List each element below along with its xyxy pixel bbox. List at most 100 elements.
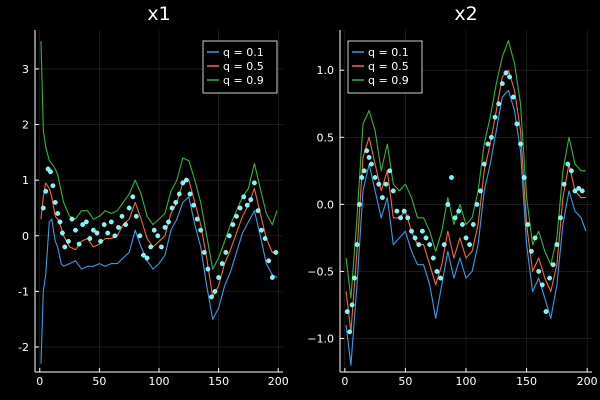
- data-point: [364, 148, 370, 154]
- data-point: [201, 249, 207, 255]
- data-point: [467, 242, 472, 248]
- data-point: [525, 222, 531, 227]
- tick-label-x: 200: [577, 375, 598, 388]
- data-point: [576, 185, 582, 191]
- series-line: [345, 40, 586, 299]
- data-point: [91, 227, 96, 233]
- data-point: [144, 255, 150, 261]
- data-point: [273, 249, 279, 255]
- data-point: [80, 222, 86, 228]
- data-point: [499, 81, 505, 87]
- legend-label: q = 0.1: [368, 46, 409, 59]
- legend-x1: q = 0.1 q = 0.5 q = 0.9: [202, 40, 278, 94]
- data-point: [492, 114, 498, 120]
- data-point: [536, 268, 542, 274]
- data-point: [387, 168, 393, 174]
- data-point: [55, 211, 61, 216]
- data-point: [412, 235, 418, 241]
- data-point: [452, 215, 458, 221]
- data-point: [354, 242, 360, 248]
- legend-x2: q = 0.1 q = 0.5 q = 0.9: [347, 40, 423, 94]
- data-point: [423, 235, 429, 241]
- data-point: [550, 262, 556, 268]
- data-point: [244, 202, 250, 208]
- data-point: [359, 175, 365, 180]
- legend-entry: q = 0.9: [207, 74, 264, 87]
- data-point: [209, 294, 214, 300]
- data-point: [481, 161, 487, 167]
- subplot-x1: x1 0 50 100 150 200 -2 -1 0 1 2 3 q = 0.1 q = 0.5 …: [18, 3, 289, 388]
- data-point: [532, 235, 538, 241]
- series-line: [345, 69, 586, 333]
- data-point: [394, 208, 400, 214]
- data-point: [405, 215, 411, 221]
- data-point: [255, 208, 261, 214]
- axes-x1: [34, 30, 283, 373]
- data-point: [57, 219, 63, 225]
- data-point: [191, 202, 197, 208]
- data-point: [73, 227, 78, 233]
- data-point: [409, 228, 414, 234]
- scatter-points-x1: [40, 166, 279, 300]
- legend-entry: q = 0.9: [352, 74, 409, 87]
- data-point: [529, 248, 534, 254]
- legend-entry: q = 0.5: [207, 60, 264, 73]
- data-point: [259, 227, 264, 233]
- data-point: [194, 216, 200, 222]
- data-point: [248, 197, 254, 203]
- data-point: [379, 195, 385, 201]
- data-point: [130, 194, 136, 200]
- data-point: [226, 233, 232, 239]
- data-point: [507, 74, 512, 80]
- data-point: [262, 236, 268, 241]
- data-point: [449, 175, 454, 180]
- data-point: [52, 199, 58, 205]
- data-point: [237, 205, 243, 211]
- tick-label-y: −0.5: [307, 265, 334, 278]
- data-point: [76, 241, 82, 247]
- data-point: [441, 242, 447, 248]
- legend-label: q = 0.5: [368, 60, 409, 73]
- data-point: [183, 177, 189, 183]
- data-point: [470, 222, 476, 227]
- tick-label-x: 150: [208, 375, 229, 388]
- legend-entry: q = 0.1: [207, 46, 264, 59]
- data-point: [398, 215, 403, 221]
- data-point: [369, 161, 374, 167]
- data-point: [488, 134, 494, 140]
- data-point: [383, 181, 389, 187]
- tick-label-x: 50: [92, 375, 106, 388]
- data-point: [151, 227, 157, 233]
- data-point: [510, 94, 516, 100]
- data-point: [251, 180, 257, 186]
- data-point: [419, 228, 425, 234]
- data-point: [356, 201, 362, 207]
- data-point: [485, 141, 491, 147]
- series-line: [345, 89, 587, 366]
- data-point: [543, 309, 549, 314]
- tick-label-y: 2: [22, 119, 29, 132]
- data-point: [101, 222, 107, 228]
- data-point: [565, 161, 571, 167]
- data-point: [205, 266, 211, 272]
- tick-label-x: 150: [516, 375, 537, 388]
- data-point: [223, 249, 229, 255]
- legend-entry: q = 0.1: [352, 46, 409, 59]
- scatter-points-x2: [344, 70, 585, 335]
- chart-title-x2: x2: [454, 3, 477, 25]
- data-point: [176, 191, 182, 197]
- data-point: [503, 70, 509, 76]
- legend-entry: q = 0.5: [352, 60, 409, 73]
- data-point: [438, 275, 443, 281]
- data-point: [459, 222, 465, 227]
- data-point: [456, 208, 462, 214]
- data-point: [478, 188, 483, 194]
- data-point: [579, 188, 585, 194]
- data-point: [187, 191, 193, 197]
- data-point: [62, 244, 68, 250]
- legend-label: q = 0.5: [223, 60, 264, 73]
- tick-label-y: 0: [22, 230, 29, 243]
- tick-label-x: 200: [268, 375, 289, 388]
- series-line: [40, 196, 278, 364]
